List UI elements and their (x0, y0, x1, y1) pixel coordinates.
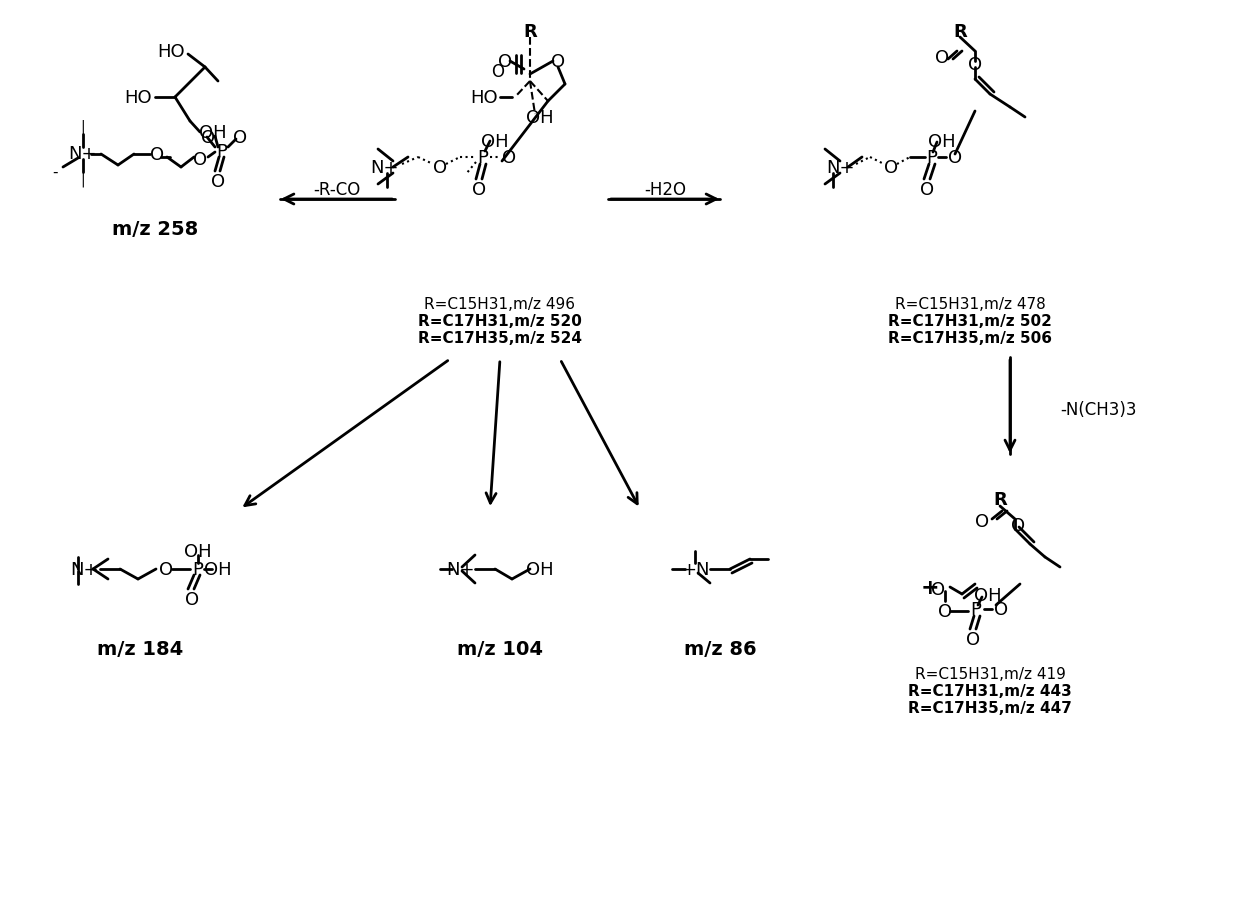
Text: OH: OH (185, 542, 212, 560)
Text: O: O (935, 49, 949, 67)
Text: O: O (185, 590, 200, 609)
Text: +N: +N (681, 560, 709, 578)
Text: R=C15H31,m/z 419: R=C15H31,m/z 419 (915, 667, 1065, 681)
Text: O: O (931, 580, 945, 599)
Text: N+: N+ (826, 159, 854, 177)
Text: -H2O: -H2O (644, 180, 686, 199)
Text: OH: OH (929, 133, 956, 151)
Text: O: O (233, 128, 247, 147)
Text: O: O (193, 151, 207, 169)
Text: HO: HO (157, 43, 185, 61)
Text: O: O (884, 159, 898, 177)
Text: O: O (949, 148, 962, 167)
Text: N+: N+ (68, 145, 97, 163)
Text: OH: OH (526, 109, 554, 127)
Text: R: R (523, 23, 537, 41)
Text: |: | (81, 119, 86, 134)
Text: |: | (81, 172, 86, 187)
Text: O: O (966, 630, 980, 649)
Text: O: O (211, 173, 226, 190)
Text: R: R (993, 490, 1007, 508)
Text: P: P (926, 148, 937, 167)
Text: P: P (192, 560, 203, 578)
Text: R=C17H35,m/z 524: R=C17H35,m/z 524 (418, 331, 582, 346)
Text: O: O (491, 63, 505, 81)
Text: O: O (1011, 517, 1025, 535)
Text: OH: OH (481, 133, 508, 151)
Text: m/z 184: m/z 184 (97, 640, 184, 659)
Text: -R-CO: -R-CO (314, 180, 361, 199)
Text: HO: HO (470, 89, 498, 107)
Text: N+: N+ (371, 159, 399, 177)
Text: m/z 104: m/z 104 (458, 640, 543, 659)
Text: P: P (971, 600, 981, 619)
Text: O: O (502, 148, 516, 167)
Text: N+: N+ (445, 560, 474, 578)
Text: O: O (975, 512, 990, 530)
Text: HO: HO (124, 89, 153, 107)
Text: O: O (201, 128, 215, 147)
Text: O: O (920, 180, 934, 199)
Text: OH: OH (526, 560, 554, 578)
Text: O: O (150, 146, 164, 164)
Text: -: - (52, 164, 58, 179)
Text: R=C17H31,m/z 520: R=C17H31,m/z 520 (418, 314, 582, 329)
Text: +: + (920, 578, 940, 598)
Text: N+: N+ (71, 560, 99, 578)
Text: O: O (551, 53, 565, 71)
Text: OH: OH (200, 124, 227, 142)
Text: O: O (433, 159, 448, 177)
Text: R=C17H31,m/z 443: R=C17H31,m/z 443 (908, 684, 1071, 699)
Text: R=C15H31,m/z 496: R=C15H31,m/z 496 (424, 297, 575, 312)
Text: m/z 258: m/z 258 (112, 220, 198, 240)
Text: O: O (472, 180, 486, 199)
Text: m/z 86: m/z 86 (683, 640, 756, 659)
Text: -N(CH3)3: -N(CH3)3 (1060, 401, 1137, 418)
Text: R=C17H31,m/z 502: R=C17H31,m/z 502 (888, 314, 1052, 329)
Text: P: P (477, 148, 489, 167)
Text: R=C17H35,m/z 447: R=C17H35,m/z 447 (908, 701, 1071, 716)
Text: OH: OH (975, 587, 1002, 604)
Text: O: O (968, 56, 982, 74)
Text: R=C15H31,m/z 478: R=C15H31,m/z 478 (894, 297, 1045, 312)
Text: O: O (159, 560, 174, 578)
Text: P: P (217, 143, 227, 161)
Text: OH: OH (205, 560, 232, 578)
Text: O: O (994, 600, 1008, 619)
Text: R: R (954, 23, 967, 41)
Text: R=C17H35,m/z 506: R=C17H35,m/z 506 (888, 331, 1052, 346)
Text: O: O (937, 602, 952, 620)
Text: O: O (498, 53, 512, 71)
